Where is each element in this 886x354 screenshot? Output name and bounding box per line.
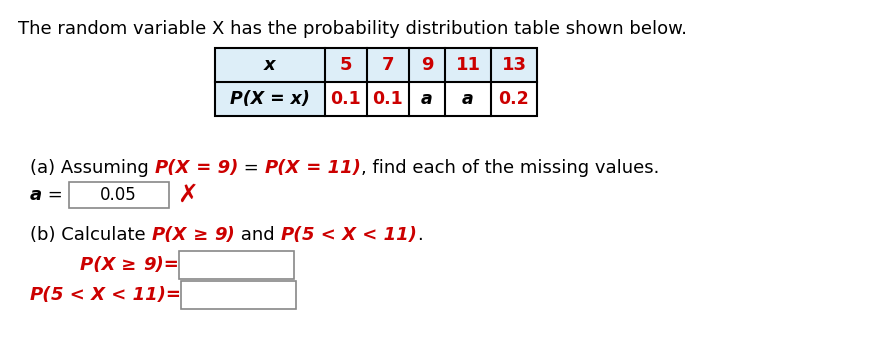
Text: , find each of the missing values.: , find each of the missing values. [361, 159, 659, 177]
Text: P(X: P(X [154, 159, 190, 177]
Text: ✗: ✗ [176, 183, 198, 207]
Bar [182, 281, 297, 309]
Text: a: a [30, 186, 43, 204]
Text: 5: 5 [339, 56, 353, 74]
Text: P(X = x): P(X = x) [230, 90, 310, 108]
Text: 9: 9 [421, 56, 433, 74]
Text: 5 < X < 11)=: 5 < X < 11)= [51, 286, 182, 304]
Text: P(X: P(X [30, 256, 115, 274]
Text: .: . [417, 226, 423, 244]
Text: 7: 7 [382, 56, 394, 74]
Text: 0.1: 0.1 [373, 90, 403, 108]
Text: P(: P( [281, 226, 302, 244]
Text: ≥: ≥ [115, 256, 143, 274]
Text: 11: 11 [455, 56, 480, 74]
Bar [325, 82, 537, 116]
Text: = 11): = 11) [300, 159, 361, 177]
Text: =: = [238, 159, 265, 177]
Text: 5 < X < 11): 5 < X < 11) [302, 226, 417, 244]
Text: = 9): = 9) [190, 159, 238, 177]
Bar [215, 82, 325, 116]
Text: ≥: ≥ [187, 226, 214, 244]
Text: (a) Assuming: (a) Assuming [30, 159, 154, 177]
Text: 9)=: 9)= [143, 256, 179, 274]
Bar [179, 251, 294, 279]
Text: P(X: P(X [152, 226, 187, 244]
Text: 9): 9) [214, 226, 235, 244]
Bar [215, 48, 537, 82]
Bar [68, 182, 168, 208]
Text: 0.05: 0.05 [100, 186, 137, 204]
Text: x: x [264, 56, 276, 74]
Text: P(: P( [30, 286, 51, 304]
Text: a: a [462, 90, 474, 108]
Text: The random variable X has the probability distribution table shown below.: The random variable X has the probabilit… [18, 20, 687, 38]
Text: P(X: P(X [265, 159, 300, 177]
Text: (b) Calculate: (b) Calculate [30, 226, 152, 244]
Text: and: and [235, 226, 281, 244]
Text: 0.2: 0.2 [499, 90, 529, 108]
Bar [215, 48, 537, 116]
Text: 13: 13 [501, 56, 526, 74]
Text: =: = [43, 186, 68, 204]
Text: a: a [421, 90, 433, 108]
Text: 0.1: 0.1 [330, 90, 361, 108]
